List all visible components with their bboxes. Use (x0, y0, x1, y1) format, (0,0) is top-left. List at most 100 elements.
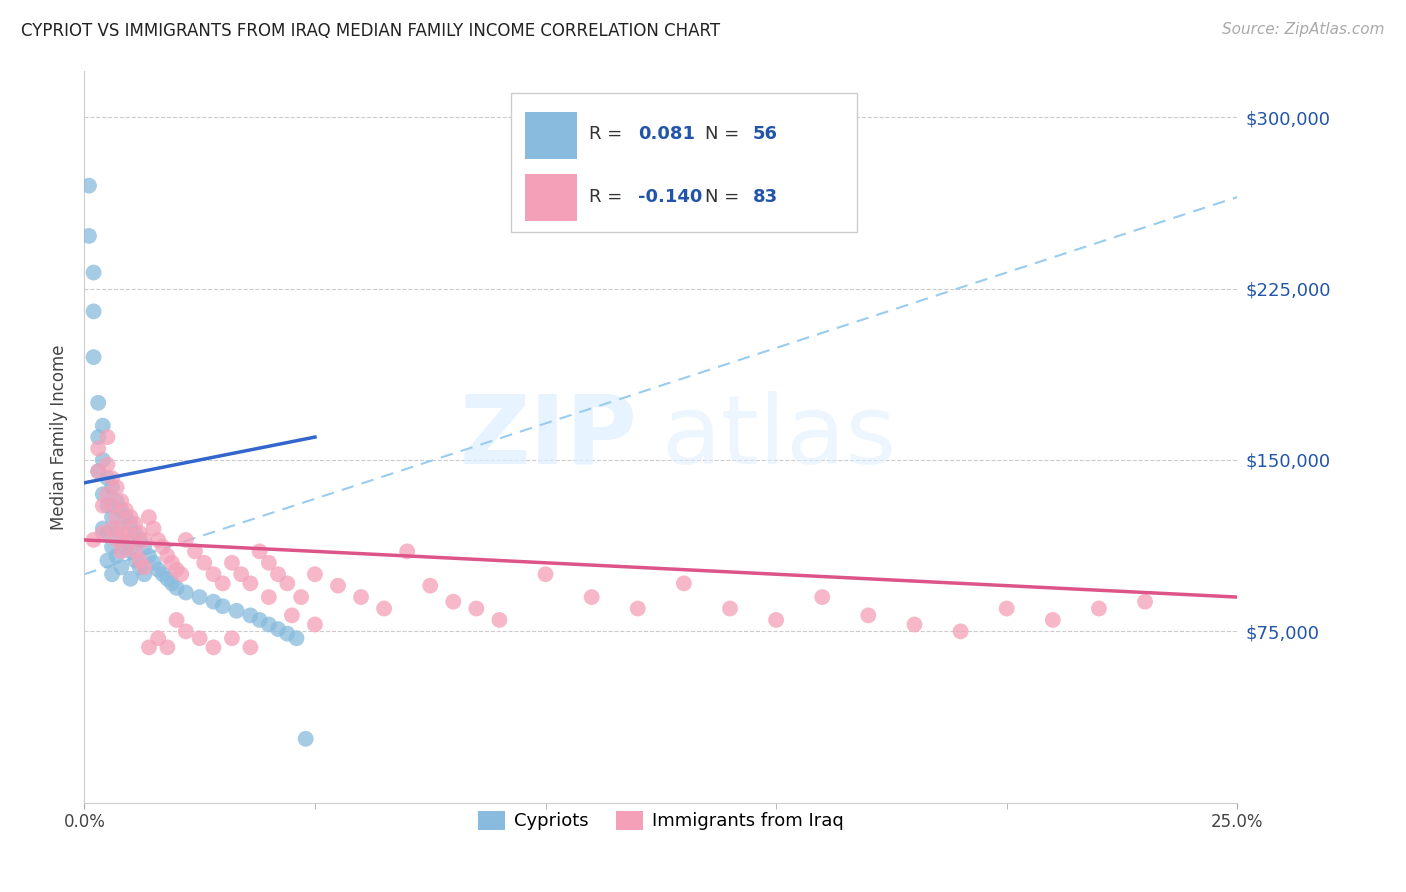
Point (221, 556, 243, 570)
Point (267, 622, 290, 636)
Point (188, 632, 211, 646)
Point (87, 396, 110, 410)
Point (101, 567, 124, 582)
Point (534, 567, 557, 582)
Point (91, 487, 114, 501)
Point (120, 516, 142, 531)
Point (91, 521, 114, 535)
Point (304, 567, 326, 582)
Point (115, 503, 138, 517)
Point (134, 533, 156, 547)
Point (101, 510, 124, 524)
Point (128, 533, 150, 547)
Point (138, 640, 160, 655)
Point (96, 487, 118, 501)
Point (718, 601, 741, 615)
Point (903, 617, 925, 632)
Text: R =: R = (589, 188, 628, 206)
Point (1042, 613, 1064, 627)
Bar (524, 112, 576, 159)
Point (91, 526, 114, 541)
Point (115, 540, 138, 554)
Point (128, 526, 150, 541)
Point (146, 533, 169, 547)
Point (124, 526, 146, 541)
Point (96, 471, 118, 485)
Point (239, 576, 262, 591)
Point (77, 228, 100, 243)
Point (995, 601, 1018, 615)
Point (276, 576, 298, 591)
Point (276, 626, 298, 640)
Point (257, 556, 280, 570)
Point (91, 418, 114, 433)
Point (166, 613, 188, 627)
Point (174, 624, 197, 639)
Point (188, 590, 211, 604)
Point (170, 567, 193, 582)
Point (124, 544, 146, 558)
Point (225, 604, 247, 618)
Point (202, 640, 225, 655)
Bar (524, 174, 576, 221)
Text: 0.081: 0.081 (638, 125, 695, 143)
Point (184, 544, 207, 558)
Point (96, 430, 118, 444)
Point (105, 494, 128, 508)
Point (120, 572, 142, 586)
Legend: Cypriots, Immigrants from Iraq: Cypriots, Immigrants from Iraq (471, 804, 851, 838)
Point (160, 576, 183, 591)
Point (249, 613, 271, 627)
Point (120, 544, 142, 558)
Point (239, 640, 262, 655)
Point (105, 521, 128, 535)
Point (152, 540, 174, 554)
Point (156, 549, 179, 563)
Point (174, 585, 197, 599)
Point (120, 533, 142, 547)
Point (419, 579, 441, 593)
Point (1133, 594, 1156, 608)
Point (488, 613, 510, 627)
Point (281, 608, 304, 623)
Point (294, 731, 316, 746)
Point (128, 560, 150, 574)
FancyBboxPatch shape (510, 94, 856, 232)
Point (87, 442, 110, 456)
Point (96, 499, 118, 513)
Point (146, 632, 169, 646)
Point (166, 563, 188, 577)
Point (304, 617, 326, 632)
Point (231, 567, 253, 582)
Point (115, 526, 138, 541)
Point (101, 499, 124, 513)
Point (326, 579, 349, 593)
Point (87, 464, 110, 478)
Point (1088, 601, 1111, 615)
Point (160, 556, 183, 570)
Point (96, 526, 118, 541)
Point (101, 471, 124, 485)
Point (465, 601, 488, 615)
Text: N =: N = (704, 188, 745, 206)
Text: -0.140: -0.140 (638, 188, 702, 206)
Point (91, 453, 114, 467)
Point (124, 516, 146, 531)
Point (138, 510, 160, 524)
Point (96, 553, 118, 567)
Text: CYPRIOT VS IMMIGRANTS FROM IRAQ MEDIAN FAMILY INCOME CORRELATION CHART: CYPRIOT VS IMMIGRANTS FROM IRAQ MEDIAN F… (21, 22, 720, 40)
Text: ZIP: ZIP (460, 391, 638, 483)
Point (765, 613, 787, 627)
Point (441, 594, 464, 608)
Point (811, 590, 834, 604)
Point (83, 533, 105, 547)
Point (221, 632, 243, 646)
Point (373, 601, 395, 615)
Point (83, 304, 105, 318)
Point (115, 510, 138, 524)
Point (146, 563, 169, 577)
Point (91, 499, 114, 513)
Point (202, 594, 225, 608)
Point (202, 567, 225, 582)
Point (105, 480, 128, 494)
